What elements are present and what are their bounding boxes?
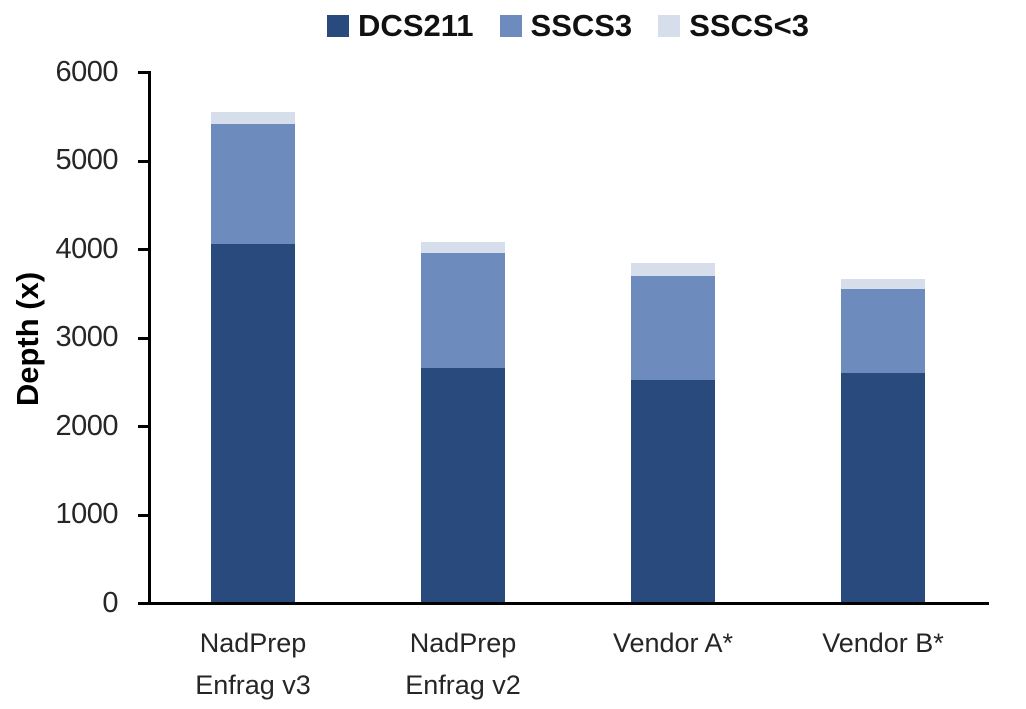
y-tick-label: 5000 (55, 143, 118, 176)
legend-swatch-dcs211 (327, 15, 350, 37)
y-tick-label: 6000 (55, 55, 118, 88)
legend-label-sscs-lt3: SSCS<3 (689, 8, 809, 43)
bar-slot-1 (148, 71, 358, 602)
bar-segment-sscs-3 (841, 279, 925, 289)
bar-slot-2 (358, 71, 568, 602)
bar-segment-sscs3 (841, 288, 925, 373)
bar-segment-sscs3 (211, 124, 295, 244)
bar-segment-dcs211 (421, 367, 505, 602)
legend-swatch-sscs3 (499, 15, 522, 37)
bar-segment-dcs211 (631, 379, 715, 602)
y-tick-mark (138, 602, 148, 605)
x-label-vendor-b: Vendor B* (822, 628, 944, 658)
legend-item-sscs3: SSCS3 (499, 8, 633, 44)
y-tick-mark (138, 159, 148, 163)
x-label-vendor-a: Vendor A* (612, 628, 734, 658)
y-tick-mark (138, 425, 148, 428)
bar-slot-4 (778, 71, 988, 602)
y-tick-label: 2000 (55, 409, 118, 442)
y-tick-mark (138, 513, 148, 517)
x-axis-labels: NadPrep Enfrag v3 NadPrep Enfrag v2 Vend… (148, 622, 988, 706)
bar-segment-sscs3 (631, 275, 715, 380)
legend-label-sscs3: SSCS3 (530, 8, 633, 43)
bar-slot-3 (568, 71, 778, 602)
x-axis-line (148, 602, 989, 605)
y-tick-label: 0 (102, 586, 118, 619)
y-tick-mark (138, 71, 148, 74)
bar-segment-dcs211 (211, 243, 295, 602)
legend-swatch-sscs-lt3 (658, 15, 681, 37)
legend: DCS211 SSCS3 SSCS<3 (148, 8, 988, 44)
legend-item-dcs211: DCS211 (327, 8, 474, 44)
bar-stack-1 (211, 111, 295, 602)
bar-segment-sscs-3 (211, 111, 295, 125)
bar-segment-sscs3 (421, 253, 505, 368)
y-tick-mark (138, 336, 148, 340)
y-tick-label: 1000 (55, 497, 118, 530)
bar-segment-dcs211 (841, 372, 925, 602)
x-label-nadprep-v3: NadPrep Enfrag v3 (195, 628, 311, 700)
y-tick-label: 3000 (55, 320, 118, 353)
bars-area (148, 71, 988, 602)
bar-segment-sscs-3 (631, 262, 715, 276)
bar-stack-2 (421, 242, 505, 602)
y-tick-mark (138, 248, 148, 251)
y-axis-line (148, 71, 151, 605)
bar-stack-3 (631, 262, 715, 602)
bar-segment-sscs-3 (421, 242, 505, 254)
y-tick-label: 4000 (55, 232, 118, 265)
x-label-nadprep-v2: NadPrep Enfrag v2 (405, 628, 521, 700)
bar-stack-4 (841, 279, 925, 602)
legend-label-dcs211: DCS211 (358, 8, 474, 43)
legend-item-sscs-lt3: SSCS<3 (658, 8, 809, 44)
